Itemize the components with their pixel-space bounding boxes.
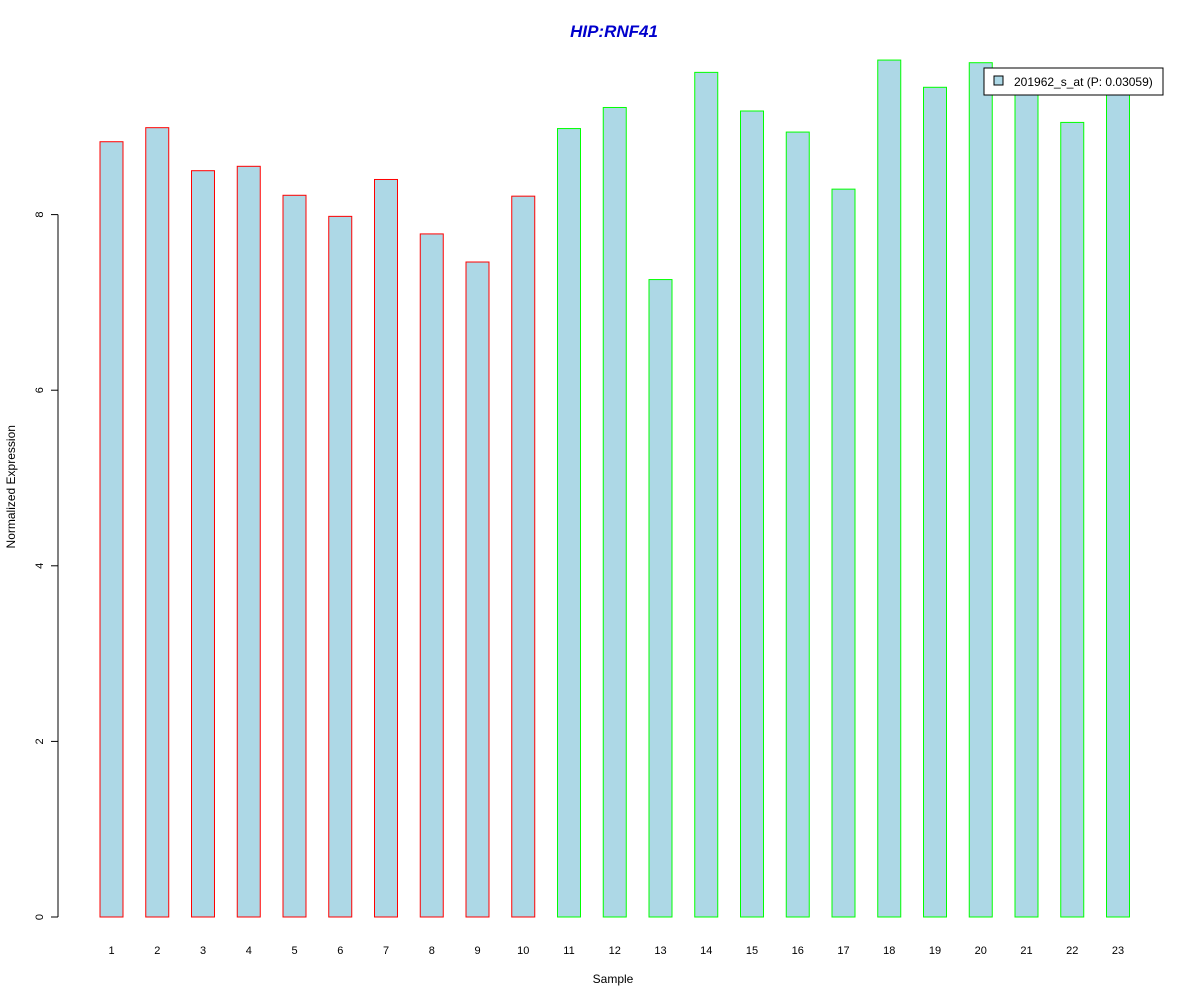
x-tick-label-6: 6 (337, 945, 343, 957)
bar-sample-6 (328, 215, 353, 918)
legend: 201962_s_at (P: 0.03059) (983, 67, 1164, 96)
y-tick-label: 6 (34, 387, 46, 393)
x-tick-label-3: 3 (200, 945, 206, 957)
x-tick-label-4: 4 (246, 945, 252, 957)
x-tick-label-20: 20 (975, 945, 987, 957)
x-tick-label-22: 22 (1066, 945, 1078, 957)
x-tick-label-21: 21 (1020, 945, 1032, 957)
bar-sample-20 (968, 62, 993, 918)
legend-swatch (993, 75, 1004, 86)
legend-box (983, 67, 1164, 96)
bar-sample-4 (236, 165, 261, 918)
x-tick-label-11: 11 (563, 945, 574, 957)
x-tick-label-23: 23 (1112, 945, 1124, 957)
bar-sample-8 (419, 233, 444, 918)
x-tick-label-9: 9 (474, 945, 480, 957)
x-tick-label-12: 12 (609, 945, 621, 957)
bars-group (99, 59, 1130, 918)
x-tick-label-10: 10 (517, 945, 529, 957)
x-tick-label-17: 17 (837, 945, 849, 957)
bar-sample-2 (145, 127, 170, 918)
bar-sample-7 (374, 178, 398, 918)
y-tick-label: 2 (34, 738, 46, 744)
bar-sample-5 (282, 194, 307, 918)
bar-sample-9 (465, 261, 490, 918)
bar-sample-16 (785, 131, 810, 918)
bar-sample-23 (1106, 91, 1130, 918)
x-tick-label-15: 15 (746, 945, 758, 957)
bar-sample-13 (648, 279, 673, 918)
bar-sample-1 (99, 141, 124, 918)
y-tick-label: 8 (34, 212, 46, 218)
x-axis-label: Sample (593, 972, 634, 986)
y-tick-label: 4 (34, 563, 46, 569)
bar-sample-12 (602, 106, 627, 918)
y-axis-label: Normalized Expression (4, 425, 18, 548)
legend-label: 201962_s_at (P: 0.03059) (1014, 75, 1153, 89)
x-tick-label-2: 2 (154, 945, 160, 957)
bar-sample-19 (923, 86, 947, 918)
y-tick-label: 0 (34, 914, 46, 920)
chart-title: HIP:RNF41 (570, 22, 658, 41)
x-tick-label-7: 7 (383, 945, 389, 957)
bar-sample-18 (877, 59, 902, 918)
x-tick-labels: 1 2 3 4 5 6 7 8 9 10 11 12 13 14 15 16 17 18 19 20 21 22 23 (108, 945, 1124, 957)
bar-sample-11 (557, 128, 581, 918)
bar-sample-10 (511, 195, 536, 918)
x-tick-label-8: 8 (429, 945, 435, 957)
x-tick-label-19: 19 (929, 945, 941, 957)
bar-sample-22 (1060, 121, 1085, 918)
bar-sample-15 (740, 110, 764, 918)
x-tick-label-18: 18 (883, 945, 895, 957)
x-tick-label-1: 1 (108, 945, 114, 957)
bar-sample-3 (191, 170, 215, 918)
bar-sample-14 (694, 71, 719, 918)
x-tick-label-16: 16 (792, 945, 804, 957)
x-tick-label-13: 13 (654, 945, 666, 957)
x-tick-label-5: 5 (291, 945, 297, 957)
y-axis: 0 2 4 6 8 (34, 212, 59, 920)
bar-sample-21 (1014, 91, 1039, 918)
x-tick-label-14: 14 (700, 945, 712, 957)
bar-sample-17 (831, 188, 856, 918)
